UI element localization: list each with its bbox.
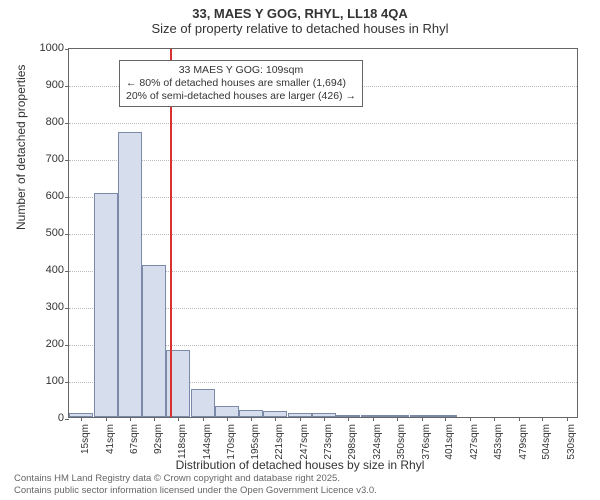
annotation-line-1: 33 MAES Y GOG: 109sqm <box>126 64 356 77</box>
annotation-line-3: 20% of semi-detached houses are larger (… <box>126 90 356 103</box>
xtick-label: 530sqm <box>566 424 577 464</box>
xtick-mark <box>519 417 520 421</box>
histogram-plot-area: 33 MAES Y GOG: 109sqm ← 80% of detached … <box>68 48 578 418</box>
ytick-mark <box>65 419 69 420</box>
chart-title-block: 33, MAES Y GOG, RHYL, LL18 4QA Size of p… <box>0 0 600 36</box>
annotation-box: 33 MAES Y GOG: 109sqm ← 80% of detached … <box>119 60 363 107</box>
xtick-label: 504sqm <box>541 424 552 464</box>
xtick-label: 92sqm <box>153 424 164 464</box>
xtick-label: 273sqm <box>323 424 334 464</box>
xtick-label: 427sqm <box>469 424 480 464</box>
xtick-mark <box>348 417 349 421</box>
gridline <box>69 123 577 124</box>
gridline <box>69 160 577 161</box>
ytick-label: 500 <box>34 227 64 239</box>
title-line-2: Size of property relative to detached ho… <box>0 21 600 36</box>
xtick-mark <box>300 417 301 421</box>
histogram-bar <box>142 265 166 417</box>
footnote-line-2: Contains public sector information licen… <box>14 485 377 496</box>
ytick-mark <box>65 308 69 309</box>
footnote-line-1: Contains HM Land Registry data © Crown c… <box>14 473 377 484</box>
xtick-mark <box>227 417 228 421</box>
xtick-label: 170sqm <box>226 424 237 464</box>
ytick-label: 600 <box>34 190 64 202</box>
xtick-label: 118sqm <box>177 424 188 464</box>
gridline <box>69 197 577 198</box>
xtick-mark <box>470 417 471 421</box>
xtick-mark <box>373 417 374 421</box>
xtick-label: 15sqm <box>80 424 91 464</box>
ytick-label: 1000 <box>34 42 64 54</box>
xtick-label: 376sqm <box>421 424 432 464</box>
histogram-bar <box>94 193 118 417</box>
xtick-label: 350sqm <box>396 424 407 464</box>
xtick-label: 247sqm <box>299 424 310 464</box>
xtick-mark <box>106 417 107 421</box>
xtick-mark <box>445 417 446 421</box>
ytick-mark <box>65 382 69 383</box>
xtick-mark <box>542 417 543 421</box>
ytick-mark <box>65 160 69 161</box>
footnote: Contains HM Land Registry data © Crown c… <box>14 473 377 496</box>
xtick-mark <box>422 417 423 421</box>
histogram-bar <box>118 132 142 417</box>
annotation-line-2: ← 80% of detached houses are smaller (1,… <box>126 77 356 90</box>
title-line-1: 33, MAES Y GOG, RHYL, LL18 4QA <box>0 6 600 21</box>
xtick-mark <box>81 417 82 421</box>
ytick-mark <box>65 123 69 124</box>
xtick-label: 195sqm <box>250 424 261 464</box>
xtick-mark <box>324 417 325 421</box>
gridline <box>69 234 577 235</box>
xtick-label: 221sqm <box>274 424 285 464</box>
ytick-label: 0 <box>34 412 64 424</box>
histogram-bar <box>215 406 239 417</box>
xtick-label: 479sqm <box>518 424 529 464</box>
y-axis-label: Number of detached properties <box>14 65 28 230</box>
ytick-mark <box>65 271 69 272</box>
xtick-label: 67sqm <box>129 424 140 464</box>
ytick-label: 300 <box>34 301 64 313</box>
ytick-label: 900 <box>34 79 64 91</box>
xtick-label: 453sqm <box>493 424 504 464</box>
xtick-mark <box>178 417 179 421</box>
xtick-mark <box>567 417 568 421</box>
ytick-mark <box>65 86 69 87</box>
ytick-mark <box>65 197 69 198</box>
xtick-label: 324sqm <box>372 424 383 464</box>
xtick-mark <box>154 417 155 421</box>
xtick-label: 298sqm <box>347 424 358 464</box>
xtick-mark <box>130 417 131 421</box>
xtick-label: 41sqm <box>105 424 116 464</box>
xtick-label: 401sqm <box>444 424 455 464</box>
ytick-label: 800 <box>34 116 64 128</box>
ytick-label: 400 <box>34 264 64 276</box>
histogram-bar <box>239 410 263 417</box>
xtick-mark <box>397 417 398 421</box>
ytick-mark <box>65 234 69 235</box>
xtick-mark <box>494 417 495 421</box>
histogram-bar <box>191 389 215 417</box>
ytick-mark <box>65 345 69 346</box>
ytick-label: 200 <box>34 338 64 350</box>
xtick-label: 144sqm <box>202 424 213 464</box>
xtick-mark <box>251 417 252 421</box>
ytick-label: 700 <box>34 153 64 165</box>
ytick-mark <box>65 49 69 50</box>
xtick-mark <box>203 417 204 421</box>
ytick-label: 100 <box>34 375 64 387</box>
xtick-mark <box>275 417 276 421</box>
